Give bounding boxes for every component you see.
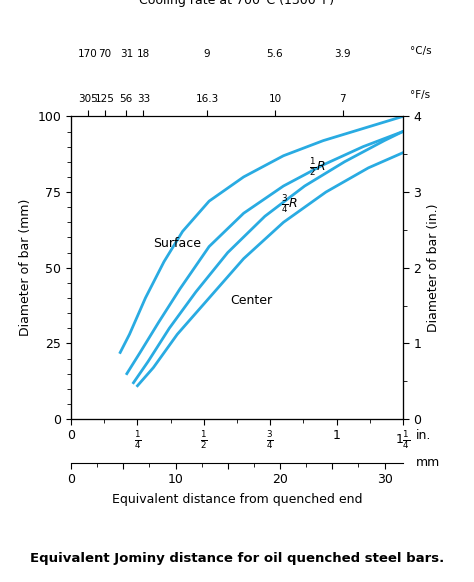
- Text: 56: 56: [120, 94, 133, 104]
- Text: 70: 70: [99, 49, 112, 59]
- Text: 305: 305: [78, 94, 98, 104]
- Text: mm: mm: [416, 456, 440, 469]
- Text: $\frac{1}{2}$$R$: $\frac{1}{2}$$R$: [309, 157, 325, 178]
- Text: $\frac{3}{4}$$R$: $\frac{3}{4}$$R$: [281, 193, 297, 215]
- Text: Center: Center: [230, 294, 273, 307]
- Text: Equivalent distance from quenched end: Equivalent distance from quenched end: [112, 494, 362, 506]
- Text: Equivalent Jominy distance for oil quenched steel bars.: Equivalent Jominy distance for oil quenc…: [30, 552, 444, 565]
- Text: 5.6: 5.6: [267, 49, 283, 59]
- Text: 125: 125: [95, 94, 115, 104]
- Text: Surface: Surface: [154, 236, 201, 250]
- Text: 31: 31: [120, 49, 133, 59]
- Y-axis label: Diameter of bar (in.): Diameter of bar (in.): [427, 204, 440, 332]
- Text: 3.9: 3.9: [335, 49, 351, 59]
- Text: 7: 7: [339, 94, 346, 104]
- Text: Cooling rate at 700°C (1300°F): Cooling rate at 700°C (1300°F): [139, 0, 335, 8]
- Text: 9: 9: [204, 49, 210, 59]
- Text: 18: 18: [137, 49, 150, 59]
- Text: 33: 33: [137, 94, 150, 104]
- Text: 16.3: 16.3: [195, 94, 219, 104]
- Text: 170: 170: [78, 49, 98, 59]
- Text: °C/s: °C/s: [410, 46, 431, 56]
- Y-axis label: Diameter of bar (mm): Diameter of bar (mm): [19, 199, 32, 336]
- Text: 10: 10: [268, 94, 282, 104]
- Text: in.: in.: [416, 429, 431, 442]
- Text: °F/s: °F/s: [410, 90, 429, 100]
